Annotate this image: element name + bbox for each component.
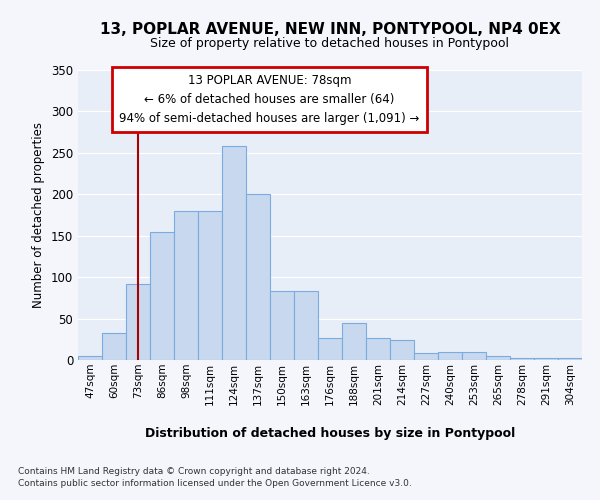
Bar: [510, 358, 534, 360]
Bar: [486, 356, 510, 360]
Text: 13, POPLAR AVENUE, NEW INN, PONTYPOOL, NP4 0EX: 13, POPLAR AVENUE, NEW INN, PONTYPOOL, N…: [100, 22, 560, 38]
Text: Contains HM Land Registry data © Crown copyright and database right 2024.: Contains HM Land Registry data © Crown c…: [18, 468, 370, 476]
Bar: [246, 194, 270, 360]
Bar: [318, 338, 342, 360]
Bar: [390, 340, 414, 360]
Bar: [438, 352, 462, 360]
Bar: [102, 332, 126, 360]
Y-axis label: Number of detached properties: Number of detached properties: [32, 122, 46, 308]
Bar: [534, 358, 558, 360]
Text: 13 POPLAR AVENUE: 78sqm
← 6% of detached houses are smaller (64)
94% of semi-det: 13 POPLAR AVENUE: 78sqm ← 6% of detached…: [119, 74, 420, 126]
Bar: [366, 338, 390, 360]
Bar: [198, 211, 222, 360]
Text: Size of property relative to detached houses in Pontypool: Size of property relative to detached ho…: [151, 38, 509, 51]
Bar: [462, 352, 486, 360]
Text: Distribution of detached houses by size in Pontypool: Distribution of detached houses by size …: [145, 428, 515, 440]
Bar: [342, 322, 366, 360]
Bar: [294, 291, 318, 360]
Bar: [126, 284, 150, 360]
Bar: [222, 146, 246, 360]
Bar: [150, 232, 174, 360]
Bar: [558, 358, 582, 360]
Text: Contains public sector information licensed under the Open Government Licence v3: Contains public sector information licen…: [18, 478, 412, 488]
Bar: [78, 356, 102, 360]
Bar: [174, 211, 198, 360]
Bar: [414, 354, 438, 360]
Bar: [270, 291, 294, 360]
